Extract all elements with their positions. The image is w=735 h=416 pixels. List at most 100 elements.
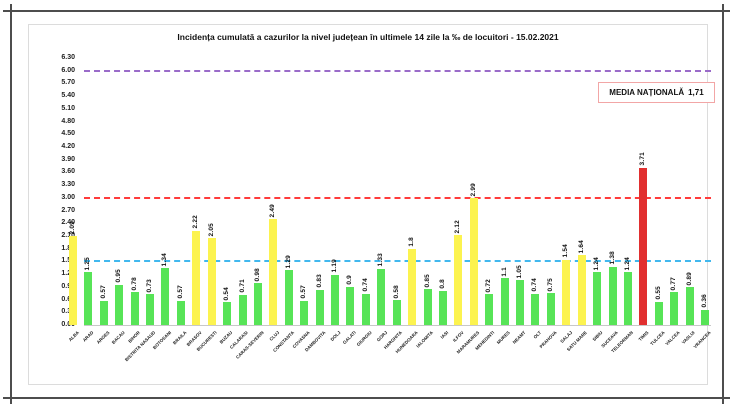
bar-value-label: 0.98 <box>253 268 261 282</box>
x-axis-category-label: MURES <box>496 330 512 346</box>
y-axis-tick-label: 3.00 <box>61 193 75 201</box>
incidence-chart: Incidența cumulată a cazurilor la nivel … <box>28 24 715 386</box>
chart-plot-area: 6.30 6.00 5.70 5.40 5.10 4.80 4.50 4.20 3.90 3.60… <box>29 25 711 386</box>
chart-title: Incidența cumulată a cazurilor la nivel … <box>177 32 559 42</box>
y-axis-tick-label: 4.80 <box>61 117 75 125</box>
y-axis-tick-label: 6.30 <box>61 53 75 61</box>
bar-value-label: 2.09 <box>69 220 76 235</box>
x-axis-category-label: GORJ <box>375 330 388 343</box>
bar-value-label: 0.57 <box>176 285 184 299</box>
bar-value-label: 2.12 <box>454 219 462 234</box>
bar-value-label: 0.36 <box>701 294 708 308</box>
x-axis-category-label: ILFOV <box>452 330 465 343</box>
bar-sibiu <box>593 272 602 325</box>
x-axis-category-label: CLUJ <box>268 330 280 342</box>
bar-value-label: 2.99 <box>469 182 477 197</box>
page-frame-top <box>3 10 730 12</box>
y-axis-tick-label: 1.50 <box>29 257 75 265</box>
bar-value-label: 1.33 <box>377 253 385 267</box>
reference-line-1.5 <box>84 260 711 263</box>
y-axis-tick-label: 0.30 <box>29 308 75 316</box>
bar-value-label: 0.75 <box>546 277 554 292</box>
x-axis-category-label: ARAD <box>82 330 95 343</box>
bar-bihor <box>130 291 139 325</box>
page-frame-left <box>10 4 12 404</box>
bar-harghita <box>392 300 401 325</box>
bar-constanta <box>284 270 293 325</box>
x-axis-category-label: SIBIU <box>591 330 604 343</box>
bar-value-label: 0.73 <box>146 278 154 293</box>
bar-tulcea <box>654 301 663 325</box>
bar-value-label: 1.34 <box>161 252 169 267</box>
bar-value-label: 0.55 <box>654 286 662 300</box>
y-axis-tick-label: 0.60 <box>29 296 75 304</box>
bar-arges <box>99 300 108 325</box>
bar-hunedoara <box>408 248 417 325</box>
bar-calarasi <box>238 294 247 325</box>
y-axis-tick-label: 2.70 <box>61 206 75 214</box>
y-axis-tick-label: 4.50 <box>61 130 75 138</box>
bar-suceava <box>608 266 617 325</box>
bar-value-label: 3.71 <box>639 152 647 166</box>
bar-braila <box>176 300 185 325</box>
bar-mures <box>500 278 509 325</box>
bar-bucuresti <box>207 238 216 325</box>
bar-value-label: 1.1 <box>500 266 508 277</box>
bar-value-label: 0.9 <box>346 275 354 285</box>
bar-value-label: 0.89 <box>685 271 693 286</box>
bar-value-label: 1.8 <box>408 237 416 247</box>
bar-maramures <box>469 198 478 325</box>
bar-value-label: 0.58 <box>392 284 400 299</box>
bar-value-label: 0.8 <box>438 279 446 290</box>
bar-value-label: 1.05 <box>516 265 524 279</box>
x-axis-category-label: TIMIS <box>637 330 650 343</box>
bar-value-label: 0.77 <box>670 276 678 291</box>
reference-line-6 <box>84 69 711 72</box>
y-axis-tick-label: 2.40 <box>61 219 75 227</box>
bar-value-label: 0.71 <box>238 279 246 293</box>
bar-value-label: 0.74 <box>361 278 369 292</box>
bar-salaj <box>562 259 571 325</box>
bar-satu-mare <box>577 255 586 325</box>
y-axis-tick-label: 6.00 <box>61 66 75 74</box>
bar-value-label: 0.85 <box>423 273 431 287</box>
bar-cluj <box>269 219 278 325</box>
bar-alba <box>69 236 77 325</box>
bar-bacau <box>115 284 124 325</box>
bar-dambovita <box>315 289 324 325</box>
bar-ialomita <box>423 288 432 325</box>
bar-botosani <box>161 268 170 325</box>
bar-value-label: 0.83 <box>315 274 323 288</box>
bar-olt <box>531 293 540 325</box>
bar-timis <box>639 167 648 325</box>
x-axis-baseline <box>84 325 711 326</box>
bar-value-label: 1.24 <box>623 257 631 271</box>
y-axis-tick-label: 3.30 <box>61 181 75 189</box>
page-frame-bottom <box>3 397 730 399</box>
x-axis-category-label: BACAU <box>110 330 126 346</box>
y-axis-tick-label: 1.80 <box>29 245 75 253</box>
bar-value-label: 0.54 <box>223 286 231 301</box>
bar-teleorman <box>623 272 632 325</box>
bar-value-label: 1.19 <box>331 259 339 273</box>
x-axis-category-label: OLT <box>532 330 542 340</box>
y-axis-tick-label: 3.90 <box>61 155 75 163</box>
bar-value-label: 0.78 <box>130 276 138 290</box>
y-axis-tick-label: 5.40 <box>61 92 75 100</box>
x-axis-category-label: ALBA <box>67 330 80 343</box>
y-axis-tick-label: 1.20 <box>29 270 75 278</box>
bar-ilfov <box>454 235 463 325</box>
x-axis-category-label: NEAMT <box>511 330 527 345</box>
bar-value-label: 2.05 <box>207 222 215 237</box>
y-axis-tick-label: 4.20 <box>61 142 75 150</box>
reference-line-3 <box>84 196 711 199</box>
x-axis-category-label: DOLJ <box>329 330 342 343</box>
x-axis-category-label: ARGES <box>95 330 111 345</box>
x-axis-category-label: IASI <box>439 330 450 340</box>
y-axis-tick-label: 5.70 <box>61 79 75 87</box>
bar-vaslui <box>685 287 694 325</box>
bar-neamt <box>516 280 525 325</box>
x-axis-category-label: VALCEA <box>664 330 681 347</box>
bar-prahova <box>546 293 555 325</box>
